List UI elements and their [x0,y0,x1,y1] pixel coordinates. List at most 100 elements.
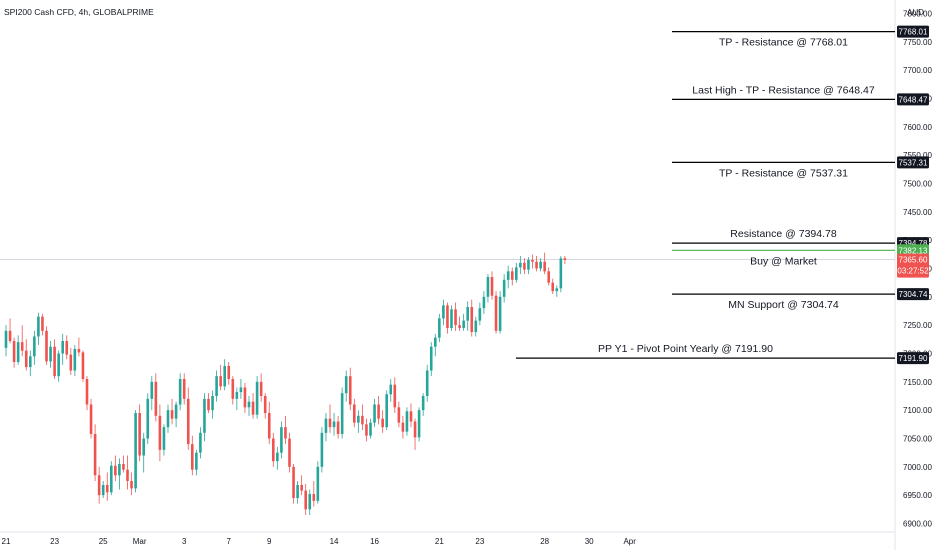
candle [16,335,20,365]
x-tick-label: 28 [540,537,549,546]
candle [393,377,397,413]
candle-body [494,295,498,331]
candle-body [466,307,469,321]
candle [462,313,465,331]
candle-body [73,348,77,371]
candle [434,333,437,357]
candle-body [247,401,251,408]
candle-body [539,261,542,269]
candle-body [397,407,401,423]
candle-body [211,396,214,411]
candle-body [474,320,478,332]
candle-body [328,418,332,428]
candle-body [304,490,307,510]
candle [308,489,312,515]
candle [49,341,52,368]
candle [405,407,409,436]
candle [243,382,247,413]
y-tick-label: 7550.00 [903,151,932,160]
candle-body [219,376,222,387]
x-tick-label: 21 [435,537,444,546]
candle-body [482,296,486,309]
level-price-tag [897,352,929,365]
candle [381,410,384,433]
candle-body [292,466,295,498]
candle [195,449,198,476]
candle [158,404,162,462]
level-label: MN Support @ 7304.74 [728,299,839,311]
candle [267,401,271,445]
candle-body [312,494,316,501]
candle-body [369,422,372,436]
candle-body [373,404,376,423]
candle [470,299,474,337]
x-tick-label: 3 [182,537,187,546]
candle [162,424,166,456]
candle-body [316,466,320,501]
candle [255,376,259,419]
candle-body [255,381,259,415]
candle-body [434,337,437,347]
candle [466,301,469,331]
time-axis[interactable]: 21 23 25 Mar 3 7 9 14 16 21 23 28 30 Apr [2,537,637,546]
candle-body [506,271,510,280]
candle-body [263,396,267,413]
candle-body [231,379,235,399]
y-tick-label: 7050.00 [903,435,932,444]
level-price-tag-text: 7537.31 [899,158,928,167]
y-tick-label: 6950.00 [903,491,932,500]
candle-body [381,418,384,428]
candle [446,302,449,334]
candle-body [4,330,8,348]
candle-body [417,410,421,438]
candle [454,302,457,331]
candle [231,376,235,405]
candle [130,472,133,496]
candle-body [385,394,388,428]
candle [272,432,275,467]
candle [543,252,546,275]
candle-body [12,341,16,362]
last-price-value: 7365.60 [899,256,928,265]
candle-body [29,356,32,368]
candle [458,316,461,331]
candle [486,274,490,303]
candle [312,481,316,507]
candle [425,364,429,402]
y-tick-label: 7000.00 [903,463,932,472]
x-tick-label: 7 [227,537,232,546]
candle [186,387,190,450]
candle-body [37,316,40,337]
candle-body [251,401,255,415]
candle-body [531,260,534,262]
candle-body [24,350,28,368]
candle-body [446,305,449,328]
candle [292,464,295,504]
candle-body [199,432,202,453]
candle-body [324,418,328,433]
candle-body [158,415,162,450]
candle-body [490,277,494,296]
currency-label: AUD [907,8,924,17]
candle [4,325,8,357]
candle-body [535,261,538,269]
candle-body [69,354,73,371]
candle-body [320,432,324,467]
level-price-tag [897,288,929,301]
candle-body [81,352,85,379]
candle [547,267,550,286]
candle-body [300,484,303,491]
candle [421,393,425,416]
candle [93,424,97,481]
candle [539,258,542,272]
candle [69,347,73,376]
candle [122,455,125,473]
level-price-tag-text: 7648.47 [899,95,928,104]
candle [377,396,380,425]
candle-body [203,398,206,433]
candle-body [559,258,563,289]
candle [429,342,433,377]
candle [389,379,393,402]
